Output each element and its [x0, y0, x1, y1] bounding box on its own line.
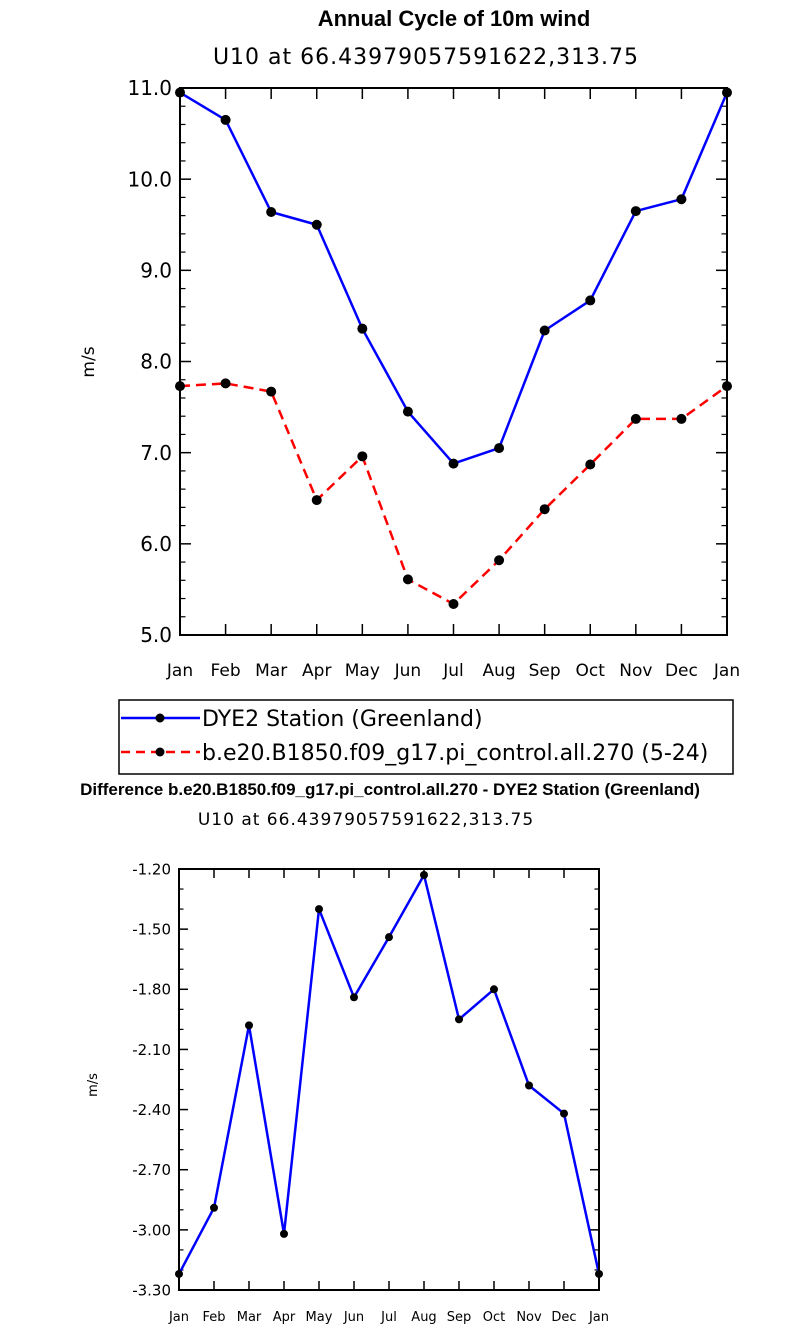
chart2-series-0-point [385, 933, 393, 942]
chart2-ylabel: m/s [86, 1073, 101, 1097]
chart2-ytick-label: -3.30 [132, 1281, 171, 1299]
chart1-series-1-line [179, 382, 728, 606]
chart1-xtick-label: Jun [394, 661, 422, 681]
chart2-ytick-label: -2.70 [132, 1161, 171, 1179]
chart2-xtick-label: Mar [237, 1310, 262, 1325]
chart1-xtick-label: Oct [576, 661, 606, 681]
chart1-ylabel: m/s [79, 346, 99, 377]
chart2-xtick-label: Jul [380, 1310, 397, 1325]
legend-marker-model [155, 747, 165, 757]
chart1-series-0-point [402, 406, 413, 417]
chart1-series-1-point [676, 413, 687, 424]
chart1-series-0-point [494, 443, 505, 454]
chart2-series-0-point [350, 993, 358, 1002]
chart1-ytick-label: 10.0 [127, 167, 172, 191]
chart2-series-0-point [245, 1021, 253, 1030]
chart1-xtick-label: Mar [255, 661, 287, 681]
chart2-series-0-point [315, 905, 323, 914]
wind-difference-chart: Difference b.e20.B1850.f09_g17.pi_contro… [80, 780, 700, 1325]
chart2-xtick-label: Sep [447, 1310, 472, 1325]
legend-label-obs: DYE2 Station (Greenland) [202, 707, 483, 732]
chart1-xtick-label: Nov [619, 661, 652, 681]
chart1-series-1-point [311, 495, 322, 506]
chart2-subtitle: U10 at 66.43979057591622,313.75 [198, 810, 534, 830]
chart1-subtitle: U10 at 66.43979057591622,313.75 [213, 45, 639, 70]
chart1-xtick-label: Sep [529, 661, 561, 681]
chart1-series-0-point [220, 114, 231, 125]
chart2-xtick-label: Jan [168, 1310, 189, 1325]
chart1-series-0-line [179, 91, 729, 465]
chart1-xtick-label: Feb [211, 661, 241, 681]
chart2-xtick-label: Feb [202, 1310, 225, 1325]
chart1-series-1-point [539, 504, 550, 515]
wind-annual-cycle-chart: Annual Cycle of 10m wind U10 at 66.43979… [79, 6, 740, 681]
chart1-series-1-point [266, 386, 277, 397]
chart2-series-0-point [560, 1109, 568, 1118]
chart2-ytick-label: -1.50 [132, 921, 171, 939]
chart1-series-0-point [311, 219, 322, 230]
chart2-ytick-label: -2.40 [132, 1101, 171, 1119]
chart1-xtick-label: Apr [302, 661, 331, 681]
chart1-ytick-label: 5.0 [140, 623, 172, 647]
chart2-ytick-label: -2.10 [132, 1041, 171, 1059]
chart1-series-1-point [220, 378, 231, 389]
chart2-xtick-label: Nov [516, 1310, 542, 1325]
chart2-series-0-point [420, 871, 428, 880]
chart2-xtick-label: Oct [483, 1310, 505, 1325]
chart2-xtick-label: Dec [551, 1310, 576, 1325]
chart1-series-1-point [585, 459, 596, 470]
chart2-xtick-label: Apr [273, 1310, 296, 1325]
chart1-series-1-point [402, 574, 413, 585]
chart1-xtick-label: May [345, 661, 380, 681]
legend-label-model: b.e20.B1850.f09_g17.pi_control.all.270 (… [202, 741, 708, 766]
chart1-ytick-label: 11.0 [127, 76, 172, 100]
chart1-series-1-point [357, 451, 368, 462]
legend-marker-obs [155, 713, 165, 723]
chart1-series-0-point [539, 325, 550, 336]
chart1-series-1-point [494, 555, 505, 566]
chart1-series-1-point [630, 413, 641, 424]
chart1-series-1-point [448, 599, 459, 610]
chart1-series-0-point [630, 206, 641, 217]
legend: DYE2 Station (Greenland) b.e20.B1850.f09… [118, 699, 734, 775]
chart2-ytick-label: -3.00 [132, 1221, 171, 1239]
chart2-series-0-point [210, 1203, 218, 1212]
chart1-series-0-point [357, 323, 368, 334]
chart1-title: Annual Cycle of 10m wind [318, 6, 591, 31]
chart2-ytick-label: -1.80 [132, 981, 171, 999]
chart1-xtick-label: Dec [665, 661, 698, 681]
chart1-ytick-label: 8.0 [140, 350, 172, 374]
chart1-frame [179, 87, 728, 636]
chart1-ytick-label: 9.0 [140, 259, 172, 283]
chart2-plot-area: -3.30 -3.00 -2.70 -2.40 -2.10 -1.80 -1.50 -1.20… [132, 860, 609, 1325]
chart2-series-0-point [525, 1081, 533, 1090]
chart2-series-0-point [490, 985, 498, 994]
chart1-series-0-point [448, 458, 459, 469]
chart2-title: Difference b.e20.B1850.f09_g17.pi_contro… [80, 780, 700, 799]
legend-box [118, 699, 734, 775]
chart2-xtick-label: Aug [411, 1310, 436, 1325]
chart1-ytick-label: 7.0 [140, 441, 172, 465]
chart2-frame [178, 868, 600, 1291]
chart2-series-0-point [280, 1229, 288, 1238]
chart1-series-0-point [585, 295, 596, 306]
chart1-ytick-label: 6.0 [140, 532, 172, 556]
chart2-xtick-label: Jan [588, 1310, 609, 1325]
chart1-series-0-point [676, 194, 687, 205]
chart1-xtick-label: Jul [442, 661, 464, 681]
chart2-series-0-point [455, 1015, 463, 1024]
chart1-xtick-label: Jan [713, 661, 740, 681]
chart2-xtick-label: Jun [343, 1310, 364, 1325]
chart1-xtick-label: Aug [482, 661, 515, 681]
chart1-plot-area: 5.0 6.0 7.0 8.0 9.0 10.0 11.0 Jan Feb Mar Apr May Ju… [127, 76, 740, 681]
chart2-ytick-label: -1.20 [132, 860, 171, 878]
chart1-series-0-point [266, 206, 277, 217]
chart1-xtick-label: Jan [166, 661, 193, 681]
chart2-xtick-label: May [306, 1310, 333, 1325]
